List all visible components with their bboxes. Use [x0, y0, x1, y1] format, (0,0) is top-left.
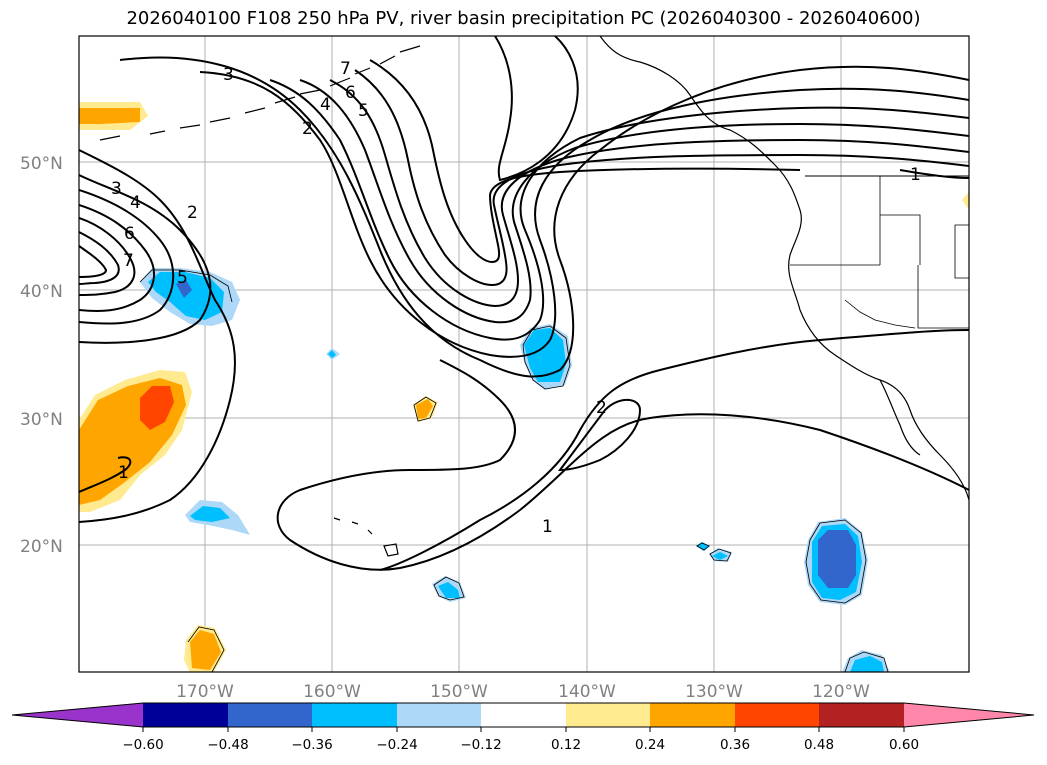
lat-label: 40°N — [20, 282, 63, 302]
precip-negative-patch — [818, 530, 856, 588]
precip-negative-patch — [524, 328, 566, 382]
contour-label: 4 — [320, 95, 331, 115]
latitude-labels: 50°N 40°N 30°N 20°N — [20, 154, 63, 557]
contour-label: 6 — [124, 224, 135, 244]
colorbar-segment — [650, 703, 735, 727]
colorbar-upper-extension — [904, 703, 1034, 727]
colorbar-tick-label: 0.24 — [635, 737, 665, 753]
colorbar-segment — [143, 703, 228, 727]
contour-label: 2 — [596, 398, 607, 418]
colorbar-segment — [312, 703, 397, 727]
precip-negative-patch — [850, 656, 884, 672]
precip-shading — [79, 102, 969, 672]
colorbar-tick-label: −0.36 — [291, 737, 332, 753]
colorbar: −0.60 −0.48 −0.36 −0.24 −0.12 0.12 0.24 … — [11, 702, 1035, 753]
lon-label: 130°W — [685, 682, 743, 702]
colorbar-tick-label: −0.48 — [207, 737, 248, 753]
precip-negative-patch — [176, 280, 192, 298]
contour-label: 1 — [542, 517, 553, 537]
contour-label: 2 — [187, 203, 198, 223]
precip-positive-patch — [416, 399, 433, 419]
contour-label: 3 — [223, 65, 234, 85]
precip-negative-patch — [328, 350, 336, 358]
contour-label: 1 — [910, 165, 921, 185]
contour-label: 7 — [123, 251, 134, 271]
colorbar-tick-label: 0.60 — [889, 737, 919, 753]
precip-positive-patch — [190, 630, 221, 670]
colorbar-tick-label: 0.12 — [551, 737, 581, 753]
contour-label: 5 — [177, 268, 188, 288]
pv-contours — [79, 36, 969, 571]
precip-negative-patch — [712, 552, 728, 560]
lon-label: 150°W — [430, 682, 488, 702]
plot-title: 2026040100 F108 250 hPa PV, river basin … — [126, 8, 921, 29]
lat-label: 50°N — [20, 154, 63, 174]
lon-label: 160°W — [303, 682, 361, 702]
contour-label: 3 — [111, 179, 122, 199]
precip-positive-patch — [140, 386, 174, 430]
contour-label: 7 — [340, 59, 351, 79]
coastlines — [99, 36, 969, 557]
contour-labels: 3 7 6 4 5 2 3 4 6 7 2 5 2 1 1 1 — [111, 59, 921, 537]
colorbar-segment — [228, 703, 312, 727]
lat-label: 30°N — [20, 410, 63, 430]
contour-label: 1 — [118, 463, 129, 483]
lon-label: 140°W — [558, 682, 616, 702]
contour-label: 5 — [358, 101, 369, 121]
colorbar-segment — [819, 703, 904, 727]
colorbar-segment — [481, 703, 566, 727]
colorbar-ticks — [142, 727, 905, 732]
lon-label: 120°W — [812, 682, 870, 702]
longitude-labels: 170°W 160°W 150°W 140°W 130°W 120°W — [176, 682, 870, 702]
lon-label: 170°W — [176, 682, 234, 702]
colorbar-segment — [397, 703, 481, 727]
colorbar-tick-label: 0.48 — [804, 737, 834, 753]
contour-label: 2 — [302, 119, 313, 139]
graticule — [79, 36, 969, 672]
precip-positive-patch — [962, 192, 969, 210]
precip-positive-patch — [79, 108, 140, 124]
colorbar-tick-label: 0.36 — [720, 737, 750, 753]
colorbar-lower-extension — [12, 703, 143, 727]
colorbar-tick-label: −0.24 — [376, 737, 417, 753]
precip-negative-patch — [438, 582, 460, 598]
contour-label: 4 — [130, 193, 141, 213]
precip-outlines — [139, 269, 889, 672]
colorbar-segment — [566, 703, 650, 727]
map-frame — [78, 35, 970, 673]
contour-label: 6 — [345, 83, 356, 103]
precip-negative-patch — [190, 506, 230, 522]
colorbar-tick-label: −0.12 — [460, 737, 501, 753]
lat-label: 20°N — [20, 537, 63, 557]
colorbar-segment — [735, 703, 819, 727]
colorbar-tick-label: −0.60 — [122, 737, 163, 753]
